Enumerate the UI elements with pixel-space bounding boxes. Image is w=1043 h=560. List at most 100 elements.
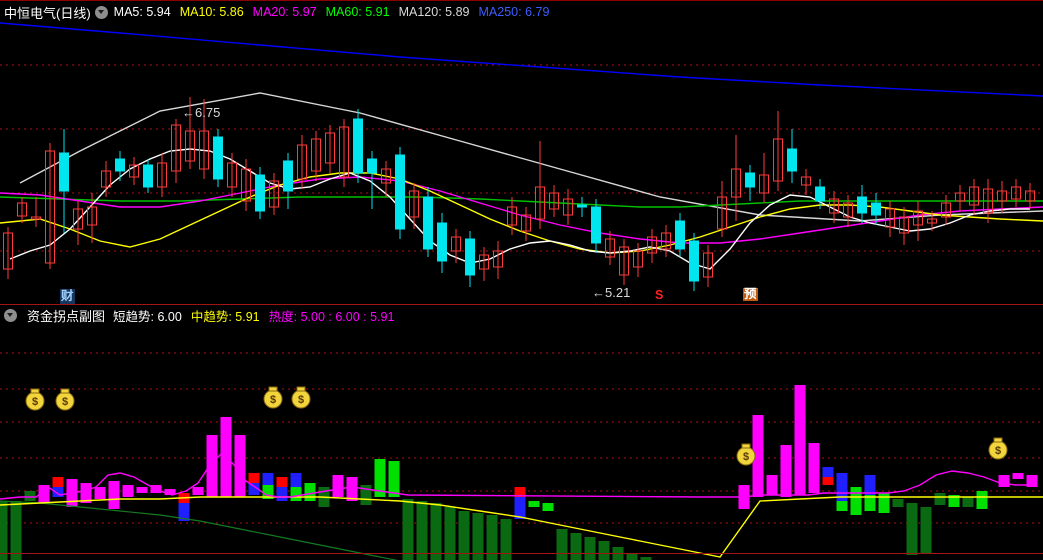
money-bag-icon[interactable]: $ [988,437,1008,460]
indicator-bar [962,497,974,507]
candle [787,129,797,183]
candle [171,119,181,183]
indicator-bar [752,415,764,497]
sub-chart-header: 资金拐点副图 短趋势: 6.00 中趋势: 5.91 热度: 5.00 : 6.… [0,305,1043,325]
svg-text:$: $ [298,394,304,406]
candle [493,241,503,279]
indicator-bar [766,475,778,495]
mid-trend-label: 中趋势: [190,309,232,324]
ma-line-ma10 [0,172,1043,254]
indicator-bar [514,487,526,497]
indicator-bar [486,515,498,560]
indicator-bar [80,483,92,503]
marker-yu[interactable]: 预 [743,287,758,301]
ma-line-ma20 [0,176,1043,244]
indicator-bar [836,473,848,501]
candle [465,231,475,287]
candle [451,229,461,263]
ma-legend-ma250[interactable]: MA250: 6.79 [479,5,550,19]
indicator-bar [52,487,64,497]
ma5-value: 5.94 [146,5,171,19]
indicator-bar [178,503,190,521]
ma-legend-ma10[interactable]: MA10: 5.86 [180,5,244,19]
indicator-bar [360,485,372,505]
svg-text:$: $ [62,396,68,408]
money-bag-icon[interactable]: $ [736,443,756,466]
candle [339,119,349,187]
candle [997,181,1007,213]
ma-legend-ma60[interactable]: MA60: 5.91 [326,5,390,19]
marker-sell[interactable]: S [655,288,664,302]
indicator-bar [934,493,946,505]
candle [745,165,755,201]
candle [367,151,377,209]
money-bag-icon[interactable]: $ [291,386,311,409]
candle [241,159,251,211]
money-bag-icon[interactable]: $ [263,386,283,409]
indicator-bar [24,491,36,501]
money-bag-icon[interactable]: $ [55,388,75,411]
candle [507,197,517,235]
indicator-bar [584,537,596,560]
indicator-bar [374,459,386,497]
indicator-bar [598,541,610,560]
chevron-down-icon[interactable] [4,308,17,322]
candle [969,179,979,215]
candle [731,135,741,221]
indicator-bar [290,473,302,487]
high-price-callout: ←6.75 [182,105,221,120]
marker-cai[interactable]: 财 [60,289,75,304]
indicator-bar [430,503,442,560]
candle [255,167,265,219]
indicator-bar [0,501,8,560]
svg-text:$: $ [270,394,276,406]
indicator-bar [52,477,64,487]
ma-legend-ma5[interactable]: MA5: 5.94 [114,5,171,19]
ma60-label: MA60: [325,5,362,19]
indicator-bar [626,553,638,560]
indicator-bar [998,475,1010,487]
indicator-bar [94,487,106,499]
candle [591,199,601,253]
indicator-bar [192,487,204,495]
candle [353,109,363,183]
money-bag-icon[interactable]: $ [25,388,45,411]
candle [577,197,587,217]
ma-line-ma250 [0,22,1043,97]
indicator-bar [892,499,904,507]
ma-line-ma60 [0,196,1043,208]
candle [129,157,139,185]
sub-indicator-title[interactable]: 资金拐点副图 [27,308,106,324]
capital-turning-point-panel[interactable]: $ $ $ $ $ $ [0,325,1043,560]
candle [409,183,419,229]
price-chart-panel[interactable]: ←6.75 ←5.21 [0,22,1043,304]
indicator-bar [1026,475,1038,487]
candle [563,189,573,225]
chevron-down-icon[interactable] [94,5,108,19]
field-short-trend[interactable]: 短趋势: 6.00 [113,306,182,325]
indicator-bar [10,501,22,560]
candle [283,153,293,209]
indicator-bar [808,443,820,493]
indicator-bar [444,507,456,560]
svg-text:$: $ [995,445,1001,457]
indicator-bar [346,477,358,501]
stock-title[interactable]: 中恒电气(日线) [4,5,91,21]
indicator-bar [402,499,414,560]
indicator-bar [388,461,400,497]
candle [773,111,783,191]
candle [213,129,223,187]
candle [661,225,671,257]
candle [899,207,909,245]
ma-legend-ma20[interactable]: MA20: 5.97 [253,5,317,19]
candle [325,125,335,173]
field-mid-trend[interactable]: 中趋势: 5.91 [191,306,260,325]
indicator-bar [304,483,316,501]
field-heat[interactable]: 热度: 5.00 : 6.00 : 5.91 [269,306,395,325]
ma-legend-ma120[interactable]: MA120: 5.89 [399,5,470,19]
indicator-bar [864,495,876,511]
candle [843,195,853,227]
candle [423,187,433,257]
candle [955,185,965,211]
svg-text:$: $ [743,451,749,463]
